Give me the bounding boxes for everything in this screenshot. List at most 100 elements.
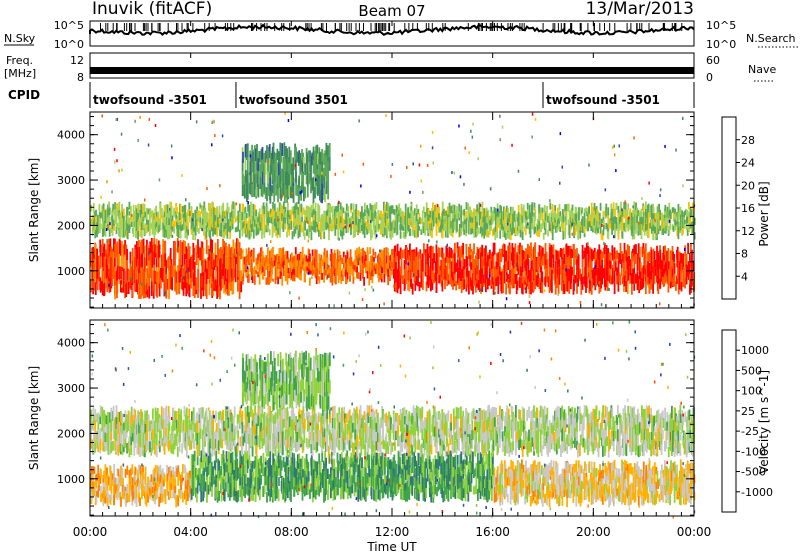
echo-cell (575, 213, 577, 219)
echo-cell (364, 203, 366, 210)
echo-cell (501, 282, 503, 293)
echo-cell (395, 262, 397, 272)
echo-cell (207, 213, 209, 218)
echo-cell (147, 477, 149, 486)
echo-cell (132, 477, 134, 485)
echo-cell (258, 171, 260, 184)
echo-cell (644, 274, 646, 277)
echo-cell (454, 253, 456, 263)
echo-cell (242, 212, 244, 220)
echo-cell (239, 256, 241, 270)
echo-cell (417, 270, 419, 279)
echo-cell (471, 259, 473, 262)
nave-tick-high: 60 (706, 54, 720, 67)
echo-cell (129, 224, 131, 228)
echo-cell (472, 136, 474, 139)
cpid-segment-label: twofsound 3501 (239, 93, 348, 107)
echo-cell (561, 249, 563, 259)
echo-cell (607, 280, 609, 291)
echo-cell (239, 285, 241, 299)
echo-cell (432, 131, 434, 134)
echo-cell (598, 284, 600, 287)
echo-cell (251, 184, 253, 197)
echo-cell (501, 271, 503, 282)
echo-cell (511, 144, 513, 147)
echo-cell (492, 268, 494, 276)
echo-cell (513, 248, 515, 258)
echo-cell (413, 221, 415, 226)
echo-cell (400, 216, 402, 223)
echo-cell (580, 207, 582, 210)
echo-cell (105, 210, 107, 217)
echo-cell (269, 251, 271, 258)
echo-cell (292, 157, 294, 171)
echo-cell (659, 226, 661, 231)
echo-cell (273, 227, 275, 233)
echo-cell (381, 273, 383, 279)
echo-cell (327, 145, 329, 157)
echo-cell (148, 286, 150, 299)
echo-cell (428, 221, 430, 227)
echo-cell (285, 251, 287, 258)
echo-cell (392, 163, 394, 166)
echo-cell (149, 230, 151, 236)
echo-cell (385, 114, 387, 117)
echo-cell (256, 224, 258, 230)
echo-cell (384, 223, 386, 226)
echo-cell (311, 231, 313, 240)
echo-cell (345, 212, 347, 219)
power-y-axis-label: Slant Range [km] (27, 158, 41, 262)
echo-cell (562, 231, 564, 240)
echo-cell (313, 215, 315, 221)
echo-cell (108, 494, 110, 503)
echo-cell (263, 214, 265, 222)
echo-cell (220, 258, 222, 269)
echo-cell (244, 215, 246, 221)
echo-cell (662, 215, 664, 222)
echo-cell (274, 204, 276, 212)
echo-cell (668, 203, 670, 211)
echo-cell (131, 464, 133, 474)
echo-cell (564, 264, 566, 274)
echo-cell (164, 292, 166, 295)
echo-cell (515, 228, 517, 235)
echo-cell (302, 173, 304, 183)
echo-cell (541, 282, 543, 293)
echo-cell (460, 213, 462, 221)
echo-cell (349, 224, 351, 227)
echo-cell (256, 265, 258, 270)
echo-cell (121, 254, 123, 267)
echo-cell (130, 252, 132, 264)
echo-cell (169, 208, 171, 211)
echo-cell (289, 215, 291, 220)
echo-cell (256, 218, 258, 224)
echo-cell (127, 223, 129, 231)
echo-cell (436, 230, 438, 236)
echo-cell (128, 270, 130, 282)
echo-cell (595, 265, 597, 268)
echo-cell (483, 231, 485, 239)
echo-cell (591, 260, 593, 272)
echo-cell (265, 277, 267, 284)
echo-cell (512, 214, 514, 221)
echo-cell (118, 169, 120, 172)
echo-cell (279, 229, 281, 238)
echo-cell (542, 213, 544, 218)
echo-cell (462, 243, 464, 255)
echo-cell (149, 218, 151, 224)
echo-cell (192, 233, 194, 240)
echo-cell (272, 231, 274, 238)
echo-cell (657, 276, 659, 279)
echo-cell (309, 278, 311, 286)
echo-cell (651, 250, 653, 260)
echo-cell (358, 210, 360, 216)
echo-cell (501, 249, 503, 260)
echo-cell (327, 258, 329, 264)
echo-cell (119, 221, 121, 230)
echo-cell (359, 257, 361, 260)
echo-cell (416, 266, 418, 276)
echo-cell (121, 468, 123, 478)
